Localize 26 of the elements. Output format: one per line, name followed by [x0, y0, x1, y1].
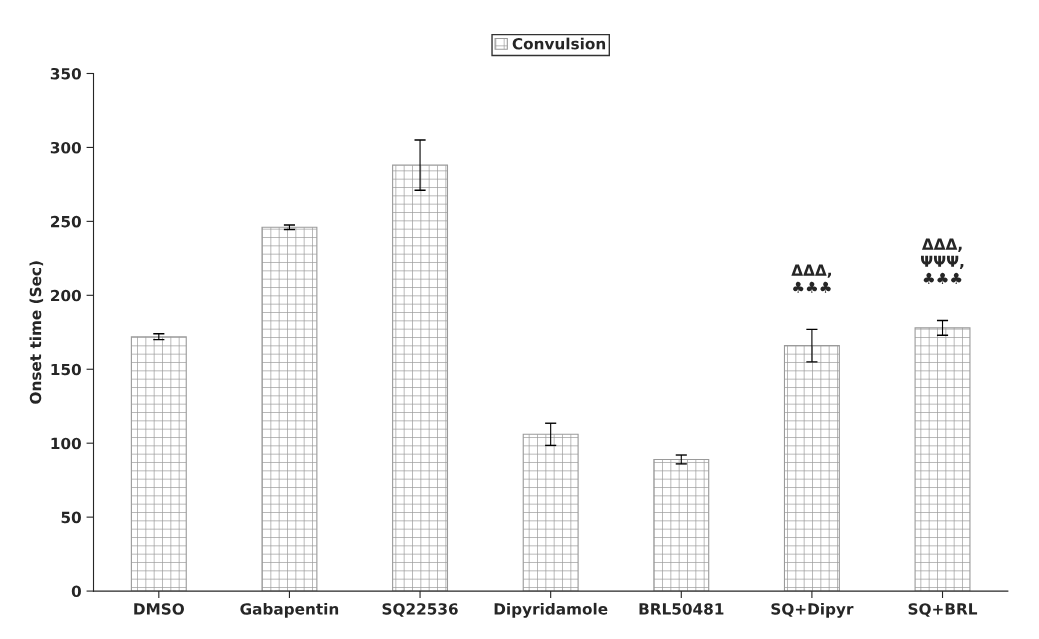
bar [653, 458, 710, 592]
x-tick-label: SQ22536 [382, 603, 458, 617]
annotation: ΔΔΔ, ♣♣♣ [791, 264, 831, 293]
bar [783, 345, 840, 592]
annotation: ΔΔΔ, ΨΨΨ, ♣♣♣ [921, 238, 964, 284]
y-tick-label: 100 [51, 437, 81, 450]
bar [130, 336, 187, 592]
bar [392, 164, 449, 592]
y-tick-label: 50 [61, 511, 81, 524]
y-tick-label: 0 [71, 585, 81, 598]
y-tick-label: 300 [50, 141, 81, 154]
x-tick-label: DMSO [134, 603, 184, 615]
bar [522, 433, 579, 592]
x-tick-label: Gabapentin [240, 602, 339, 618]
bar [914, 327, 971, 592]
y-tick-label: 350 [50, 67, 81, 80]
y-tick-label: 150 [51, 363, 81, 376]
bar [261, 226, 318, 592]
y-axis-title: Onset time (Sec) [29, 261, 44, 404]
x-tick-label: BRL50481 [639, 603, 724, 615]
x-tick-label: Dipyridamole [494, 602, 608, 618]
x-tick-label: SQ+Dipyr [771, 602, 854, 618]
x-tick-label: SQ+BRL [908, 603, 978, 617]
y-tick-label: 200 [51, 289, 81, 302]
legend-label: Convulsion [512, 37, 606, 50]
y-tick-label: 250 [51, 215, 81, 228]
